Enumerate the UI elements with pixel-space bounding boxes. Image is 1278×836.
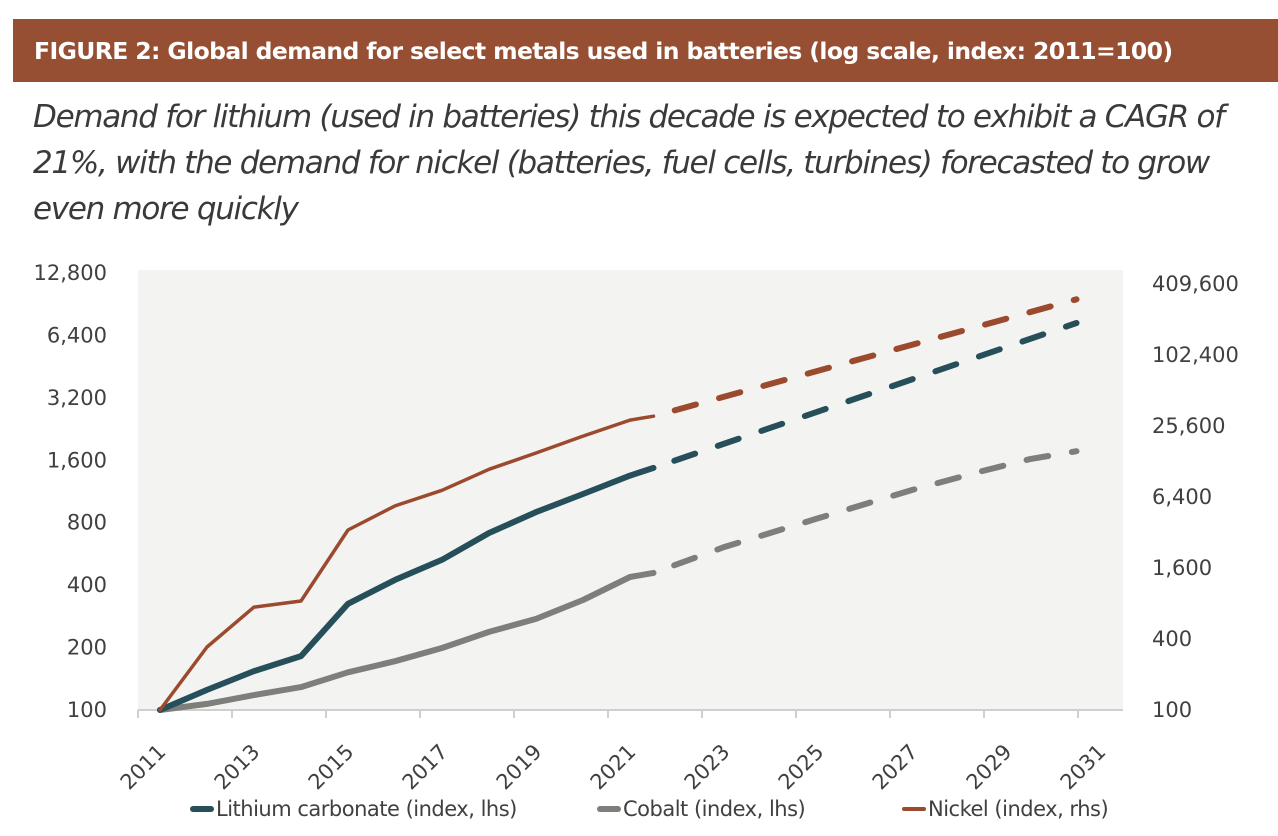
y-left-tick-label: 200 [67, 636, 107, 660]
series-nickel-actual [158, 414, 656, 712]
axes [137, 709, 1123, 718]
figure-title: FIGURE 2: Global demand for select metal… [34, 36, 1173, 65]
legend-item-nickel: Nickel (index, rhs) [902, 797, 1109, 821]
legend-label-lithium: Lithium carbonate (index, lhs) [216, 797, 517, 821]
series-cobalt-actual [157, 569, 657, 713]
legend: Lithium carbonate (index, lhs) Cobalt (i… [0, 797, 1278, 833]
y-right-tick-label: 6,400 [1152, 485, 1212, 509]
legend-swatch-cobalt [597, 806, 621, 812]
series-lithium-forecast [650, 320, 1080, 471]
x-tick-label: 2021 [586, 740, 641, 795]
x-tick-label: 2019 [492, 740, 547, 795]
plot-area [138, 270, 1123, 710]
figure-subtitle: Demand for lithium (used in batteries) t… [33, 99, 1225, 227]
x-tick-label: 2029 [962, 740, 1017, 795]
series-nickel-forecast [650, 296, 1080, 420]
y-left-tick-label: 1,600 [47, 448, 107, 472]
y-left-tick-label: 400 [67, 573, 107, 597]
x-tick-label: 2031 [1056, 740, 1111, 795]
y-right-tick-label: 400 [1152, 627, 1192, 651]
x-tick-label: 2027 [868, 740, 923, 795]
legend-item-lithium: Lithium carbonate (index, lhs) [190, 797, 517, 821]
x-tick-label: 2013 [210, 740, 265, 795]
figure-banner: FIGURE 2: Global demand for select metal… [13, 19, 1278, 82]
legend-swatch-nickel [902, 807, 926, 811]
legend-swatch-lithium [190, 806, 214, 812]
y-right-tick-label: 1,600 [1152, 556, 1212, 580]
legend-label-cobalt: Cobalt (index, lhs) [623, 797, 806, 821]
x-tick-label: 2017 [398, 740, 453, 795]
y-right-tick-label: 25,600 [1152, 414, 1225, 438]
y-left-tick-label: 12,800 [34, 261, 107, 285]
series-cobalt-forecast [650, 448, 1080, 576]
x-tick-label: 2015 [304, 740, 359, 795]
x-tick-label: 2011 [116, 740, 171, 795]
x-tick-label: 2025 [774, 740, 829, 795]
series-lithium-actual [157, 464, 657, 713]
series-lines [157, 296, 1080, 713]
y-left-tick-label: 6,400 [47, 323, 107, 347]
y-right-tick-label: 102,400 [1152, 343, 1239, 367]
x-tick-label: 2023 [680, 740, 735, 795]
legend-item-cobalt: Cobalt (index, lhs) [597, 797, 806, 821]
y-right-tick-label: 100 [1152, 698, 1192, 722]
legend-label-nickel: Nickel (index, rhs) [928, 797, 1109, 821]
y-left-tick-label: 800 [67, 511, 107, 535]
y-right-tick-label: 409,600 [1152, 272, 1239, 296]
y-left-tick-label: 3,200 [47, 386, 107, 410]
y-left-tick-label: 100 [67, 698, 107, 722]
